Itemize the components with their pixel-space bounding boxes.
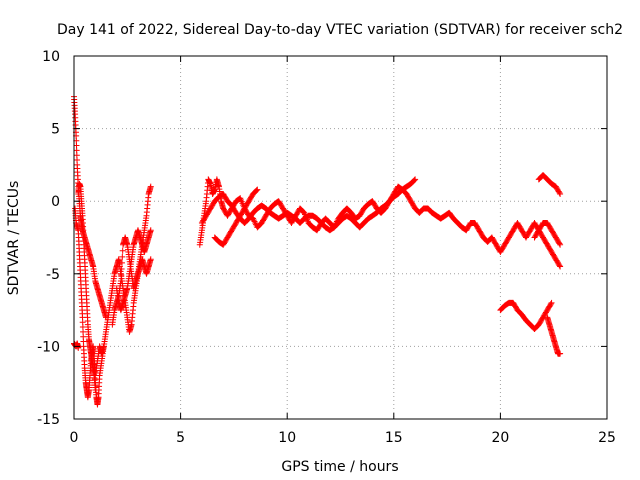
data-point xyxy=(547,301,554,308)
data-point xyxy=(147,256,154,263)
data-point xyxy=(252,188,259,195)
y-tick-label: 0 xyxy=(51,194,60,210)
data-point xyxy=(117,278,124,285)
chart-title: Day 141 of 2022, Sidereal Day-to-day VTE… xyxy=(57,22,623,38)
data-point xyxy=(556,189,563,196)
data-point xyxy=(253,187,260,194)
data-point xyxy=(250,217,257,224)
series-arc-i xyxy=(198,176,419,234)
series-arc-d xyxy=(71,340,82,351)
data-point xyxy=(299,208,306,215)
data-point xyxy=(119,247,126,254)
series-arc-n xyxy=(531,219,564,248)
x-tick-labels: 0 5 10 15 20 25 xyxy=(70,430,616,446)
x-tick-label: 15 xyxy=(385,430,403,446)
series-arc-j xyxy=(211,186,261,248)
y-tick-label: -10 xyxy=(37,339,60,355)
data-point xyxy=(147,183,154,190)
data-point xyxy=(75,344,82,351)
series-arc-a xyxy=(71,93,109,321)
series-arc-k xyxy=(497,299,555,332)
axis-ticks xyxy=(73,55,608,420)
y-tick-label: -5 xyxy=(46,267,60,283)
y-axis-label: SDTVAR / TECUs xyxy=(6,181,22,296)
data-point xyxy=(557,241,564,248)
data-point xyxy=(118,265,125,272)
series-arc-m xyxy=(535,172,564,197)
data-point xyxy=(410,177,417,184)
data-point xyxy=(251,218,258,225)
data-point xyxy=(412,176,419,183)
y-tick-labels: -15 -10 -5 0 5 10 xyxy=(37,49,60,428)
x-tick-label: 10 xyxy=(278,430,296,446)
data-point xyxy=(118,272,125,279)
x-tick-label: 25 xyxy=(598,430,616,446)
data-point xyxy=(118,259,125,266)
x-tick-label: 5 xyxy=(176,430,185,446)
data-point xyxy=(557,263,564,270)
series-arc-g xyxy=(113,227,154,314)
grid-lines xyxy=(74,56,607,419)
data-point xyxy=(147,227,154,234)
data-point xyxy=(119,253,126,260)
data-point xyxy=(556,262,563,269)
y-tick-label: -15 xyxy=(37,412,60,428)
x-tick-label: 20 xyxy=(491,430,509,446)
plot-frame xyxy=(73,55,608,420)
data-point xyxy=(92,386,99,393)
data-point xyxy=(411,177,418,184)
y-tick-label: 10 xyxy=(42,49,60,65)
series-arc-l xyxy=(544,314,564,357)
x-tick-label: 0 xyxy=(70,430,79,446)
data-point xyxy=(557,190,564,197)
data-point xyxy=(557,350,564,357)
data-point xyxy=(254,186,261,193)
data-point xyxy=(252,219,259,226)
y-tick-label: 5 xyxy=(51,122,60,138)
data-point xyxy=(556,240,563,247)
series-arc-h xyxy=(196,176,564,270)
x-axis-label: GPS time / hours xyxy=(281,459,398,475)
data-points xyxy=(71,93,564,408)
data-point xyxy=(548,299,555,306)
